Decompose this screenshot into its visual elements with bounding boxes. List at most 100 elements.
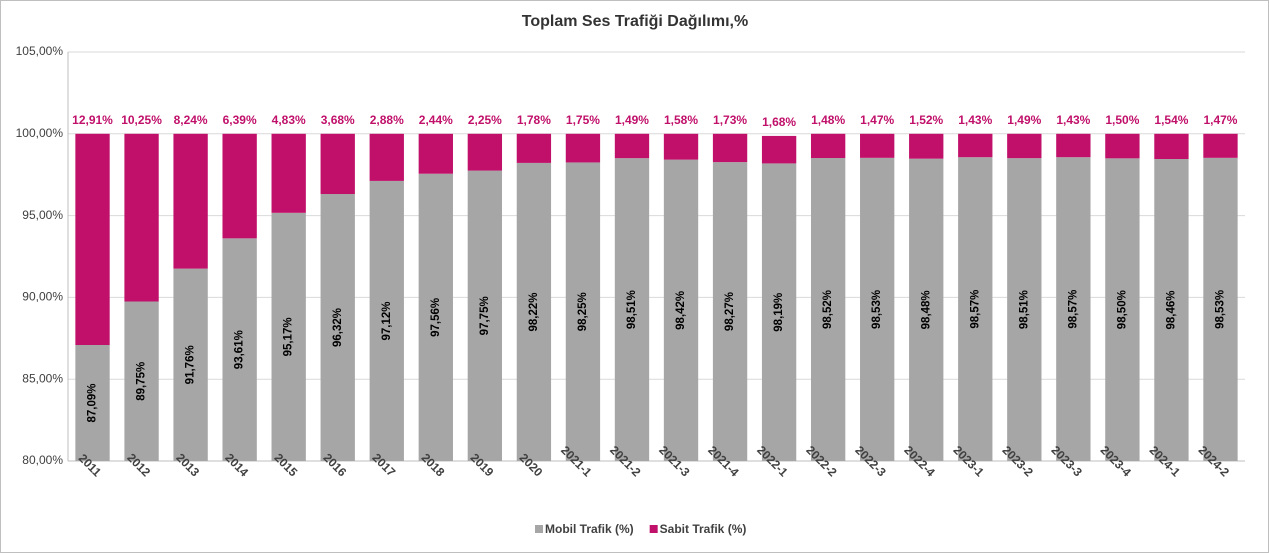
bar-segment bbox=[1056, 157, 1091, 461]
bar-segment bbox=[1105, 133, 1140, 159]
bar-segment bbox=[320, 133, 355, 195]
value-label: 98,53% bbox=[871, 290, 883, 329]
legend-label: Sabit Trafik (%) bbox=[660, 522, 747, 536]
bar-segment bbox=[565, 133, 601, 163]
bar-segment bbox=[418, 173, 453, 462]
y-tick-label: 90,00% bbox=[22, 290, 63, 304]
value-label: 1,48% bbox=[811, 113, 845, 127]
bar-segment bbox=[271, 133, 306, 213]
value-label: 1,49% bbox=[615, 113, 649, 127]
bar-segment bbox=[173, 133, 208, 269]
bar-segment bbox=[663, 159, 699, 461]
bar-segment bbox=[467, 133, 503, 171]
y-tick-label: 100,00% bbox=[16, 126, 64, 140]
bar-segment bbox=[1154, 133, 1189, 159]
bar-segment bbox=[1105, 158, 1140, 461]
bar-segment bbox=[860, 133, 895, 158]
bar-segment bbox=[467, 170, 503, 462]
value-label: 91,76% bbox=[185, 345, 197, 384]
value-label: 1,78% bbox=[517, 113, 551, 127]
value-label: 98,53% bbox=[1215, 290, 1227, 329]
value-label: 98,57% bbox=[1067, 290, 1079, 329]
value-label: 8,24% bbox=[174, 113, 208, 127]
legend-label: Mobil Trafik (%) bbox=[545, 522, 634, 536]
value-label: 89,75% bbox=[136, 362, 148, 401]
value-label: 97,56% bbox=[430, 298, 442, 337]
value-label: 98,48% bbox=[920, 290, 932, 329]
value-label: 12,91% bbox=[72, 113, 113, 127]
value-label: 98,51% bbox=[626, 290, 638, 329]
bar-segment bbox=[271, 212, 306, 461]
bar-segment bbox=[761, 135, 797, 164]
value-label: 1,54% bbox=[1154, 113, 1188, 127]
bar-segment bbox=[614, 158, 650, 462]
bar-segment bbox=[1007, 133, 1042, 159]
value-label: 1,47% bbox=[860, 113, 894, 127]
bar-segment bbox=[124, 301, 159, 461]
legend-swatch bbox=[649, 525, 658, 533]
bar-segment bbox=[369, 133, 404, 181]
chart-title: Toplam Ses Trafiği Dağılımı,% bbox=[522, 13, 748, 30]
bar-segment bbox=[124, 133, 159, 302]
bar-segment bbox=[418, 133, 453, 174]
value-label: 1,47% bbox=[1203, 113, 1237, 127]
bar-segment bbox=[173, 268, 208, 461]
value-label: 98,19% bbox=[773, 293, 785, 332]
y-tick-label: 105,00% bbox=[16, 44, 64, 58]
value-label: 3,68% bbox=[321, 113, 355, 127]
bar-segment bbox=[222, 238, 257, 461]
value-label: 98,57% bbox=[969, 290, 981, 329]
bar-segment bbox=[1056, 133, 1091, 158]
value-label: 1,73% bbox=[713, 113, 747, 127]
bar-segment bbox=[1154, 158, 1189, 462]
bar-segment bbox=[712, 162, 748, 462]
value-label: 1,52% bbox=[909, 113, 943, 127]
y-tick-label: 80,00% bbox=[22, 453, 63, 467]
value-label: 1,43% bbox=[958, 113, 992, 127]
value-label: 95,17% bbox=[283, 317, 295, 356]
bar-segment bbox=[712, 133, 748, 163]
value-label: 1,58% bbox=[664, 113, 698, 127]
value-label: 2,44% bbox=[419, 113, 453, 127]
bar-segment bbox=[810, 133, 846, 159]
value-label: 1,68% bbox=[762, 115, 796, 129]
value-label: 1,49% bbox=[1007, 113, 1041, 127]
bar-segment bbox=[761, 163, 797, 461]
bar-segment bbox=[369, 180, 404, 461]
bar-segment bbox=[222, 133, 257, 239]
value-label: 2,88% bbox=[370, 113, 404, 127]
bar-segment bbox=[958, 133, 993, 158]
value-label: 1,43% bbox=[1056, 113, 1090, 127]
bar-segment bbox=[1203, 133, 1238, 158]
bar-segment bbox=[614, 133, 650, 159]
value-label: 98,46% bbox=[1165, 290, 1177, 329]
y-tick-label: 95,00% bbox=[22, 208, 63, 222]
value-label: 98,27% bbox=[724, 292, 736, 331]
value-label: 98,22% bbox=[528, 292, 540, 331]
value-label: 1,75% bbox=[566, 113, 600, 127]
bar-segment bbox=[516, 133, 552, 163]
bar-segment bbox=[909, 158, 944, 461]
bar-segment bbox=[516, 162, 552, 461]
value-label: 1,50% bbox=[1105, 113, 1139, 127]
value-label: 87,09% bbox=[87, 383, 99, 422]
value-label: 97,12% bbox=[381, 301, 393, 340]
bar-segment bbox=[663, 133, 699, 160]
value-label: 4,83% bbox=[272, 113, 306, 127]
value-label: 10,25% bbox=[121, 113, 162, 127]
bar-segment bbox=[1007, 158, 1042, 462]
value-label: 98,52% bbox=[822, 290, 834, 329]
value-label: 93,61% bbox=[234, 330, 246, 369]
y-tick-label: 85,00% bbox=[22, 371, 63, 385]
bar-segment bbox=[75, 133, 110, 346]
bar-segment bbox=[810, 158, 846, 461]
value-label: 97,75% bbox=[479, 296, 491, 335]
value-label: 98,51% bbox=[1018, 290, 1030, 329]
bar-segment bbox=[909, 133, 944, 159]
value-label: 98,42% bbox=[675, 291, 687, 330]
value-label: 2,25% bbox=[468, 113, 502, 127]
bar-segment bbox=[565, 162, 601, 461]
value-label: 96,32% bbox=[332, 308, 344, 347]
value-label: 98,25% bbox=[577, 292, 589, 331]
